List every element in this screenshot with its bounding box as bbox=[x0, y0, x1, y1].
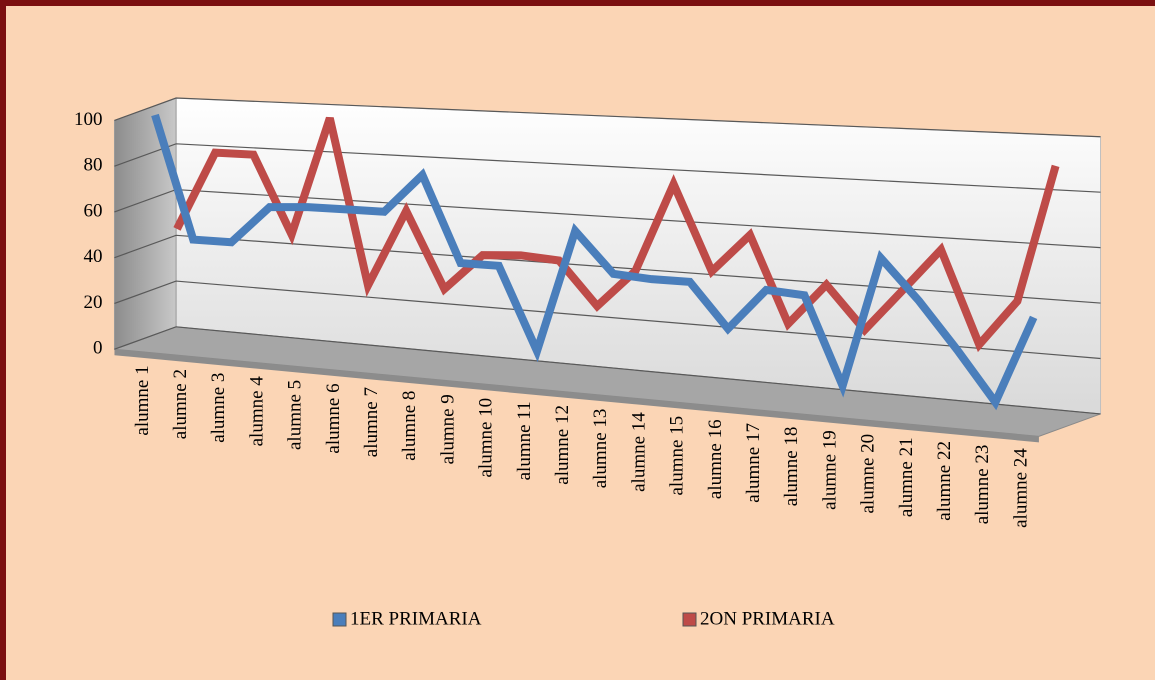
x-tick-label: alumne 22 bbox=[934, 441, 955, 521]
y-tick-label: 60 bbox=[83, 200, 102, 221]
x-tick-label: alumne 2 bbox=[170, 369, 191, 439]
floor-edge bbox=[114, 349, 1039, 443]
x-tick-label: alumne 8 bbox=[399, 391, 420, 461]
x-tick-label: alumne 9 bbox=[437, 394, 458, 464]
x-tick-label: alumne 7 bbox=[361, 387, 382, 457]
x-tick-label: alumne 11 bbox=[514, 401, 535, 480]
grid bbox=[114, 97, 1101, 415]
x-tick-label: alumne 17 bbox=[743, 423, 764, 503]
x-tick-label: alumne 23 bbox=[972, 445, 993, 525]
legend-swatch bbox=[682, 612, 697, 627]
x-tick-label: alumne 14 bbox=[628, 412, 649, 492]
legend-label: 2ON PRIMARIA bbox=[700, 608, 835, 629]
legend-swatch bbox=[332, 612, 347, 627]
side-wall bbox=[113, 97, 177, 350]
legend-label: 1ER PRIMARIA bbox=[350, 608, 482, 629]
y-tick-label: 0 bbox=[93, 338, 103, 359]
y-tick-label: 20 bbox=[83, 292, 102, 313]
y-tick-label: 80 bbox=[83, 155, 102, 176]
x-tick-label: alumne 10 bbox=[476, 398, 497, 478]
x-tick-label: alumne 13 bbox=[590, 409, 611, 489]
grid-line bbox=[114, 326, 1101, 415]
x-tick-label: alumne 21 bbox=[896, 437, 917, 517]
x-tick-label: alumne 18 bbox=[781, 427, 802, 507]
grid-line bbox=[114, 280, 1101, 360]
series-line bbox=[173, 116, 1060, 353]
x-tick-label: alumne 24 bbox=[1010, 448, 1031, 528]
y-tick-label: 100 bbox=[74, 109, 103, 130]
x-tick-label: alumne 20 bbox=[858, 434, 879, 514]
x-tick-label: alumne 12 bbox=[552, 405, 573, 485]
x-tick-label: alumne 16 bbox=[705, 419, 726, 499]
series-line bbox=[151, 113, 1038, 411]
x-tick-label: alumne 15 bbox=[667, 416, 688, 496]
x-tick-label: alumne 1 bbox=[132, 365, 153, 435]
x-tick-label: alumne 5 bbox=[285, 380, 306, 450]
grid-line bbox=[114, 143, 1101, 193]
x-tick-label: alumne 4 bbox=[246, 376, 267, 447]
y-tick-label: 40 bbox=[83, 246, 102, 267]
plot bbox=[151, 113, 1060, 411]
grid-line bbox=[114, 97, 1101, 138]
x-tick-label: alumne 19 bbox=[819, 430, 840, 510]
grid-line bbox=[114, 234, 1101, 304]
x-tick-label: alumne 6 bbox=[323, 383, 344, 453]
x-tick-label: alumne 3 bbox=[208, 373, 229, 443]
labels: 0 20 40 60 80 100 alumne 1 alumne 2 alumne 3 alum… bbox=[74, 109, 1031, 630]
